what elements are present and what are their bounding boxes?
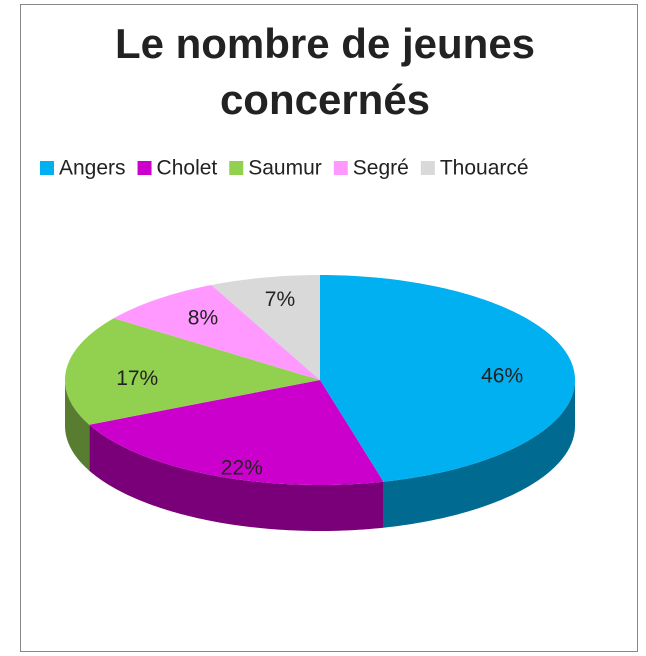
data-label: 22% [221, 457, 263, 480]
legend-swatch [333, 161, 348, 175]
slice [320, 275, 575, 482]
slice [89, 380, 384, 485]
legend-label: Thouarcé [440, 157, 529, 180]
slice-side [65, 380, 90, 471]
slice [65, 318, 320, 425]
slice [211, 275, 320, 380]
legend-label: Segré [353, 157, 409, 180]
slice [113, 284, 320, 380]
slice-side [89, 424, 384, 531]
chart-title: Le nombre de jeunes concernés [114, 20, 536, 123]
legend-label: Angers [59, 157, 126, 180]
legend-label: Saumur [248, 157, 322, 180]
data-label: 8% [188, 307, 218, 330]
slice-side [383, 380, 575, 528]
legend-swatch [137, 161, 152, 175]
legend-label: Cholet [157, 157, 218, 180]
legend-swatch [420, 161, 435, 175]
chart-frame [20, 4, 638, 652]
data-label: 17% [116, 367, 158, 390]
data-label: 7% [265, 288, 295, 311]
legend-swatch [229, 161, 244, 175]
legend-swatch [40, 161, 54, 175]
data-label: 46% [481, 364, 523, 387]
